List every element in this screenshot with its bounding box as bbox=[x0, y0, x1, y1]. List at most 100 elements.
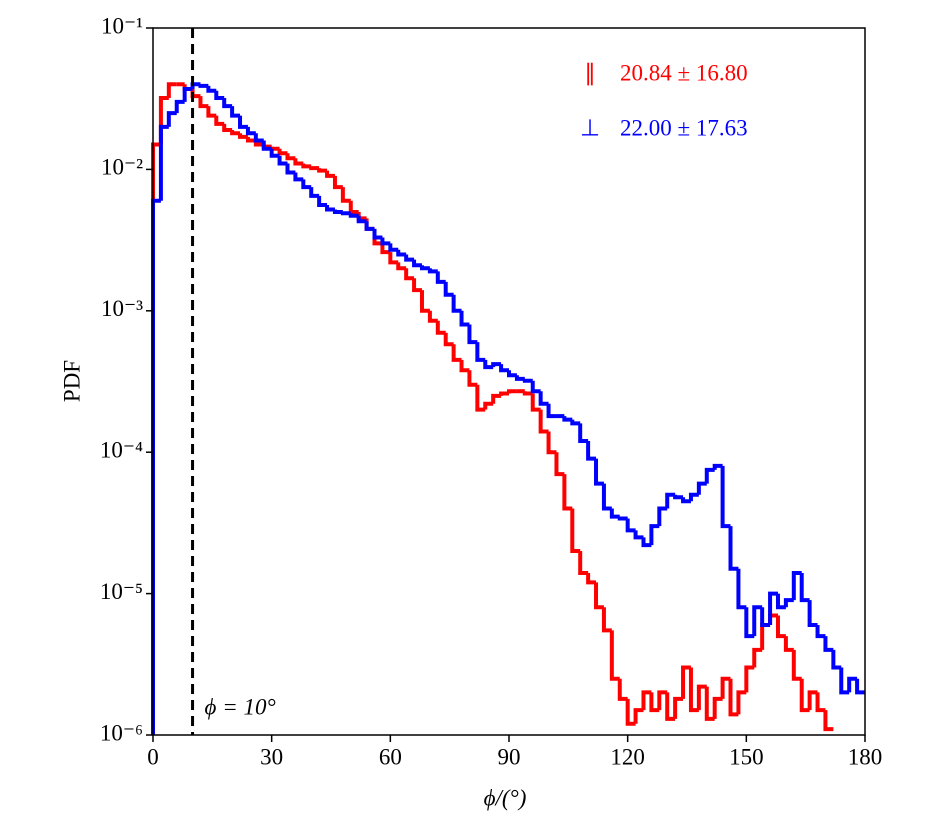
histogram-step bbox=[483, 401, 494, 410]
histogram-step bbox=[253, 133, 264, 143]
histogram-step bbox=[728, 678, 739, 717]
histogram-step bbox=[412, 259, 422, 268]
histogram-step bbox=[396, 249, 407, 257]
histogram-step bbox=[625, 698, 636, 726]
histogram-step bbox=[245, 126, 256, 136]
histogram-step bbox=[396, 262, 407, 271]
histogram-step bbox=[222, 123, 233, 132]
histogram-step bbox=[744, 665, 755, 693]
histogram-step bbox=[475, 384, 486, 412]
histogram-step bbox=[238, 115, 248, 129]
histogram-step bbox=[720, 465, 731, 529]
histogram-step bbox=[831, 649, 842, 670]
histogram-step bbox=[791, 649, 802, 681]
y-tick-label: 10⁻¹ bbox=[101, 13, 143, 38]
histogram-step bbox=[459, 359, 470, 373]
histogram-step bbox=[293, 172, 304, 182]
histogram-step bbox=[230, 106, 241, 118]
histogram-step bbox=[530, 380, 541, 394]
histogram-step bbox=[641, 690, 652, 711]
histogram-step bbox=[332, 209, 343, 214]
histogram-step bbox=[791, 570, 802, 601]
legend-symbol: ∥ bbox=[584, 60, 596, 85]
histogram-step bbox=[775, 593, 786, 610]
histogram-step bbox=[340, 187, 351, 203]
histogram-step bbox=[649, 692, 660, 713]
histogram-step bbox=[388, 252, 399, 265]
histogram-step bbox=[340, 211, 351, 216]
y-tick-label: 10⁻⁶ bbox=[100, 720, 143, 745]
histogram-step bbox=[688, 667, 699, 713]
histogram-step bbox=[641, 537, 652, 548]
histogram-step bbox=[752, 647, 763, 668]
histogram-step bbox=[704, 467, 715, 484]
histogram-step bbox=[467, 370, 478, 387]
y-axis-label: PDF bbox=[59, 360, 84, 402]
histogram-step bbox=[419, 265, 430, 271]
histogram-step bbox=[538, 391, 549, 406]
histogram-step bbox=[578, 551, 589, 575]
histogram-step bbox=[712, 696, 723, 719]
x-tick-label: 0 bbox=[147, 744, 159, 769]
histogram-step bbox=[443, 332, 454, 347]
x-tick-label: 30 bbox=[260, 744, 283, 769]
histogram-step bbox=[348, 200, 359, 214]
histogram-step bbox=[522, 378, 533, 383]
histogram-step bbox=[380, 237, 391, 246]
histogram-step bbox=[317, 168, 328, 173]
histogram-step bbox=[293, 158, 304, 166]
histogram-step bbox=[586, 441, 597, 461]
histogram-step bbox=[435, 320, 446, 335]
reference-label: ϕ = 10° bbox=[205, 694, 276, 719]
histogram-step bbox=[325, 170, 335, 178]
histogram-step bbox=[507, 370, 517, 378]
histogram-step bbox=[277, 155, 288, 166]
histogram-step bbox=[182, 87, 193, 102]
y-tick-label: 10⁻² bbox=[101, 155, 143, 180]
histogram-step bbox=[783, 636, 794, 652]
histogram-step bbox=[356, 215, 367, 224]
histogram-step bbox=[277, 148, 288, 156]
histogram-step bbox=[815, 692, 826, 713]
x-tick-label: 90 bbox=[498, 744, 521, 769]
histogram-step bbox=[665, 692, 676, 721]
histogram-step bbox=[459, 310, 470, 327]
histogram-step bbox=[546, 431, 557, 455]
histogram-step bbox=[617, 516, 628, 521]
histogram-step bbox=[514, 375, 525, 381]
histogram-step bbox=[657, 690, 668, 711]
histogram-step bbox=[404, 254, 415, 262]
histogram-step bbox=[720, 676, 731, 699]
histogram-step bbox=[499, 391, 509, 396]
histogram-step bbox=[586, 572, 597, 585]
histogram-step bbox=[633, 708, 644, 724]
histogram-step bbox=[609, 630, 620, 681]
histogram-step bbox=[807, 690, 818, 711]
histogram-step bbox=[578, 423, 589, 444]
x-tick-label: 180 bbox=[848, 744, 883, 769]
histogram-step bbox=[704, 686, 715, 721]
histogram-step bbox=[301, 179, 312, 190]
histogram-step bbox=[198, 96, 209, 109]
legend-label: 20.84 ± 16.80 bbox=[620, 60, 748, 85]
histogram-step bbox=[427, 310, 438, 323]
histogram-step bbox=[712, 463, 723, 470]
histogram-step bbox=[269, 146, 280, 151]
histogram-step bbox=[562, 474, 573, 511]
histogram-step bbox=[594, 458, 604, 486]
histogram-step bbox=[736, 568, 747, 610]
y-tick-label: 10⁻⁵ bbox=[100, 579, 143, 604]
histogram-step bbox=[158, 124, 169, 201]
histogram-step bbox=[261, 140, 272, 151]
histogram-step bbox=[522, 391, 533, 396]
histogram-step bbox=[783, 598, 794, 608]
histogram-step bbox=[451, 344, 462, 362]
histogram-step bbox=[467, 324, 478, 345]
histogram-step bbox=[752, 605, 763, 637]
x-tick-label: 120 bbox=[610, 744, 645, 769]
histogram-step bbox=[728, 526, 739, 571]
histogram-step bbox=[570, 419, 581, 426]
histogram-step bbox=[435, 271, 446, 284]
